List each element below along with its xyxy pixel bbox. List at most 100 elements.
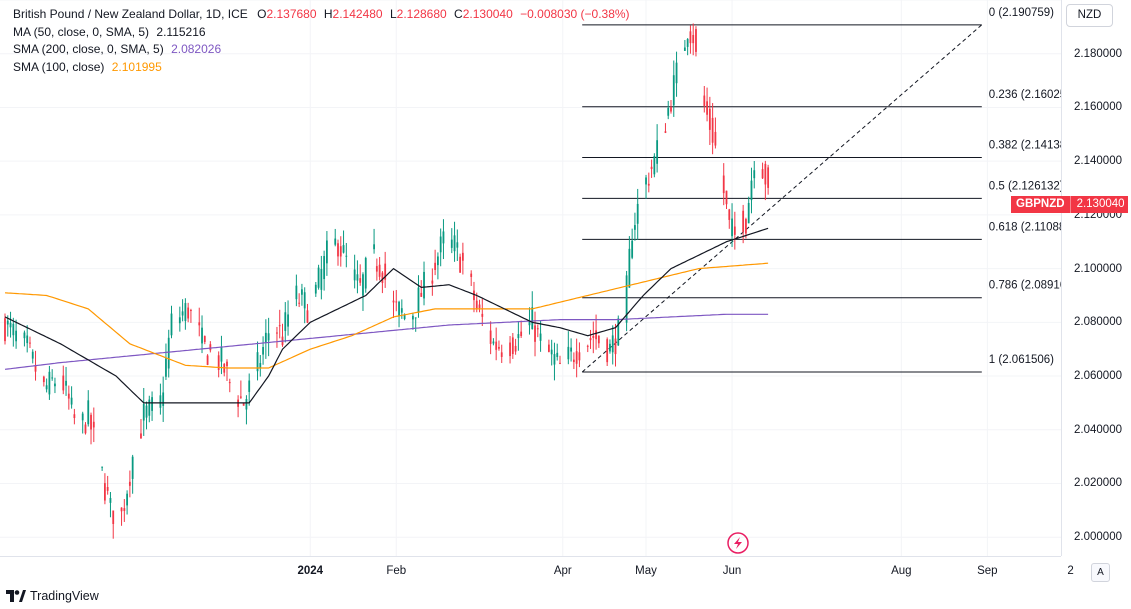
candle-body bbox=[450, 239, 453, 248]
candle-body bbox=[412, 315, 414, 320]
candle-body bbox=[417, 287, 420, 313]
candle-body bbox=[478, 304, 481, 309]
candle-body bbox=[364, 257, 367, 289]
candle-body bbox=[475, 300, 478, 309]
candle-body bbox=[295, 285, 298, 300]
candle-body bbox=[703, 95, 706, 106]
candle-body bbox=[631, 240, 634, 258]
ohlc-close: 2.130040 bbox=[462, 7, 513, 21]
candle-body bbox=[45, 385, 48, 390]
candle-body bbox=[209, 344, 212, 351]
candle-body bbox=[120, 507, 123, 512]
candle-body bbox=[73, 414, 76, 419]
candle-body bbox=[495, 341, 498, 350]
candle-body bbox=[764, 163, 767, 185]
ohlc-low: 2.128680 bbox=[396, 7, 447, 21]
candle-body bbox=[592, 336, 595, 338]
candle-body bbox=[256, 352, 259, 372]
candle-body bbox=[62, 375, 65, 391]
fib-trend-line bbox=[581, 24, 983, 373]
candle-body bbox=[567, 346, 570, 360]
candle-body bbox=[128, 481, 131, 486]
candle-body bbox=[514, 345, 517, 352]
candle-body bbox=[9, 322, 12, 328]
candle-body bbox=[320, 268, 323, 290]
tradingview-logo-icon bbox=[6, 590, 26, 602]
x-tick-label: Sep bbox=[977, 565, 998, 577]
candle-body bbox=[287, 314, 289, 327]
candle-body bbox=[708, 108, 711, 130]
candle-body bbox=[722, 175, 725, 194]
ma50-value: 2.115216 bbox=[156, 24, 206, 39]
candle-body bbox=[439, 236, 442, 253]
candle-body bbox=[589, 338, 592, 341]
candle-body bbox=[187, 307, 190, 319]
candle-body bbox=[686, 39, 689, 47]
legend-sma200-row[interactable]: SMA (200, close, 0, SMA, 5) 2.082026 bbox=[13, 41, 630, 59]
candle-body bbox=[109, 498, 112, 503]
y-tick-label: 2.000000 bbox=[1074, 531, 1122, 544]
candle-body bbox=[628, 248, 631, 288]
candle-body bbox=[203, 336, 206, 342]
last-price-badge: GBPNZD 2.130040 bbox=[1011, 196, 1128, 213]
bolt-icon bbox=[734, 537, 742, 549]
candle-body bbox=[359, 278, 362, 283]
symbol-title[interactable]: British Pound / New Zealand Dollar, 1D, … bbox=[13, 7, 248, 21]
candle-body bbox=[597, 335, 600, 344]
candle-body bbox=[362, 274, 364, 296]
ma50-line bbox=[4, 227, 769, 404]
time-axis[interactable]: 2024FebAprMayJunAugSep2Nov bbox=[0, 556, 1074, 587]
legend-ma50-row[interactable]: MA (50, close, 0, SMA, 5) 2.115216 bbox=[13, 24, 630, 42]
legend-sma100-row[interactable]: SMA (100, close) 2.101995 bbox=[13, 59, 630, 77]
candle-body bbox=[509, 342, 511, 357]
candle-body bbox=[692, 34, 695, 44]
candle-body bbox=[520, 331, 523, 336]
candle-body bbox=[228, 382, 231, 384]
candle-body bbox=[151, 397, 153, 411]
sma200-value: 2.082026 bbox=[171, 42, 222, 56]
y-tick-label: 2.160000 bbox=[1074, 101, 1122, 114]
auto-scale-button[interactable]: A bbox=[1091, 563, 1110, 582]
candle-body bbox=[29, 342, 31, 344]
fib-level-label: 0 (2.190759) bbox=[989, 7, 1054, 19]
candle-body bbox=[414, 317, 417, 319]
y-tick-label: 2.020000 bbox=[1074, 477, 1122, 490]
candle-body bbox=[217, 355, 220, 370]
candle-body bbox=[48, 371, 51, 395]
y-tick-label: 2.180000 bbox=[1074, 47, 1122, 60]
candle-body bbox=[650, 166, 653, 170]
x-tick-label: Feb bbox=[386, 565, 407, 577]
indicators bbox=[4, 227, 769, 404]
candle-body bbox=[728, 209, 731, 220]
candle-body bbox=[489, 330, 492, 344]
candle-body bbox=[15, 330, 17, 342]
candle-body bbox=[531, 307, 534, 330]
candle-body bbox=[498, 346, 500, 349]
ohlc-open: 2.137680 bbox=[266, 7, 317, 21]
candle-body bbox=[159, 395, 162, 408]
candle-body bbox=[664, 131, 667, 133]
candlestick-chart[interactable]: 0 (2.190759) 0.236 (2.160255) 0.382 (2.141… bbox=[0, 0, 1077, 556]
candle-body bbox=[636, 203, 639, 224]
x-tick-label: 2024 bbox=[297, 565, 324, 577]
candle-body bbox=[614, 338, 617, 355]
chart-legend: British Pound / New Zealand Dollar, 1D, … bbox=[13, 6, 630, 76]
price-chart-area[interactable]: 0 (2.190759) 0.236 (2.160255) 0.382 (2.141… bbox=[0, 0, 1077, 556]
candle-body bbox=[170, 313, 173, 336]
bolt-icon-bg bbox=[727, 532, 749, 554]
candle-body bbox=[67, 393, 70, 399]
candle-body bbox=[26, 335, 29, 344]
candle-body bbox=[556, 352, 559, 358]
ohlc-change: −0.008030 (−0.38%) bbox=[520, 7, 630, 21]
candle-body bbox=[190, 310, 192, 312]
price-axis[interactable]: 2.000000 2.020000 2.040000 2.060000 2.080000… bbox=[1061, 0, 1131, 556]
tv-logo bbox=[727, 532, 749, 554]
candle-body bbox=[267, 333, 270, 341]
candle-body bbox=[314, 284, 317, 294]
candle-body bbox=[559, 362, 561, 364]
tradingview-brand[interactable]: TradingView bbox=[6, 589, 99, 603]
candle-body bbox=[278, 325, 281, 327]
grid bbox=[0, 0, 1072, 556]
currency-button[interactable]: NZD bbox=[1066, 4, 1113, 27]
candle-body bbox=[106, 487, 109, 491]
